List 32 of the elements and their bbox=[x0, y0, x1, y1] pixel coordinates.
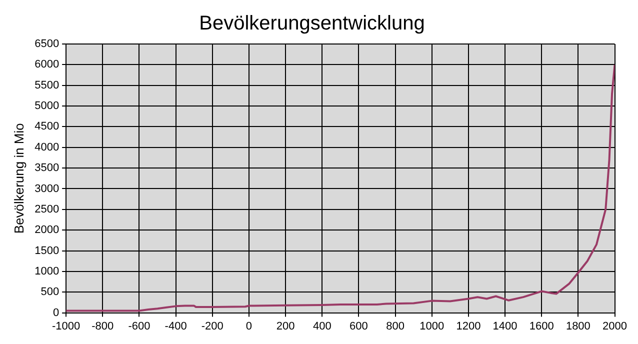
x-tick-label: -800 bbox=[92, 320, 114, 332]
y-tick-label: 2000 bbox=[34, 224, 60, 236]
y-tick-label: 1000 bbox=[34, 265, 60, 278]
x-tick-label: 2000 bbox=[602, 320, 628, 332]
y-tick-label: 5500 bbox=[34, 79, 60, 92]
y-tick-label: 3500 bbox=[34, 162, 60, 174]
x-tick-label: 1800 bbox=[566, 320, 590, 332]
y-tick-label: 4500 bbox=[34, 120, 60, 133]
x-tick-label: -200 bbox=[201, 320, 224, 332]
chart-title: Bevölkerungsentwicklung bbox=[199, 12, 425, 35]
y-tick-label: 2500 bbox=[34, 203, 60, 216]
x-tick-label: 0 bbox=[246, 320, 252, 332]
x-tick-label: -1000 bbox=[52, 320, 80, 332]
x-tick-label: -600 bbox=[128, 320, 150, 332]
y-tick-label: 3000 bbox=[34, 182, 60, 195]
y-tick-label: 0 bbox=[52, 306, 60, 319]
x-tick-label: -400 bbox=[164, 320, 187, 332]
y-tick-label: 5000 bbox=[34, 100, 60, 112]
x-tick-label: 1000 bbox=[420, 320, 444, 332]
y-axis-title: Bevölkerung in Mio bbox=[11, 123, 26, 234]
y-tick-label: 500 bbox=[40, 286, 60, 298]
x-tick-label: 1600 bbox=[529, 320, 554, 332]
x-tick-label: 400 bbox=[312, 320, 332, 332]
y-tick-label: 6500 bbox=[34, 38, 60, 50]
y-tick-label: 1500 bbox=[34, 244, 60, 257]
x-tick-label: 1400 bbox=[492, 320, 518, 332]
x-tick-label: 800 bbox=[386, 320, 404, 332]
x-tick-label: 1200 bbox=[456, 320, 481, 332]
y-tick-label: 6000 bbox=[34, 58, 60, 71]
x-tick-label: 200 bbox=[276, 320, 295, 332]
y-tick-label: 4000 bbox=[34, 141, 60, 154]
x-tick-label: 600 bbox=[350, 320, 368, 332]
